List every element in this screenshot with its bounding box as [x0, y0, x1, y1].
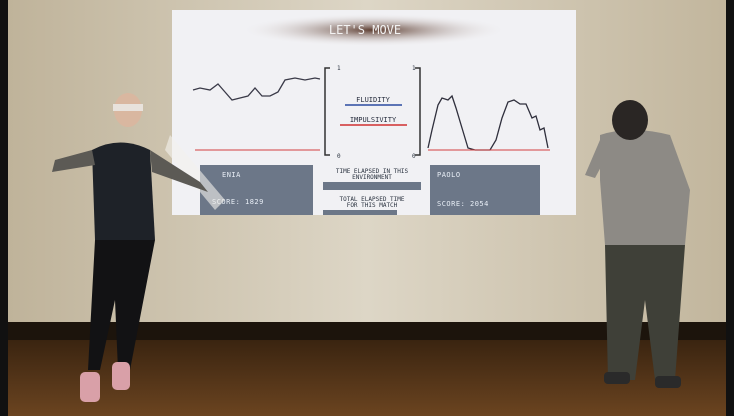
title: LET'S MOVE	[329, 23, 401, 37]
blindfold	[113, 104, 143, 111]
timer-label: ENVIRONMENT	[352, 174, 392, 181]
timer-label: FOR THIS MATCH	[347, 202, 398, 209]
shoe	[80, 372, 100, 402]
title-band	[244, 14, 504, 46]
arm	[585, 140, 610, 178]
shoe	[604, 372, 630, 384]
trousers	[605, 245, 685, 380]
meter-max: 1	[412, 65, 416, 72]
meter-min: 0	[412, 153, 416, 160]
player-panel	[200, 165, 313, 215]
player-panel	[430, 165, 540, 215]
quality-label: IMPULSIVITY	[350, 116, 397, 124]
arm	[52, 150, 95, 172]
left-graph	[192, 77, 321, 101]
timer-bar	[323, 182, 421, 190]
bracket	[415, 67, 421, 156]
timer-bar	[323, 210, 397, 215]
player-name: ENIA	[222, 171, 241, 179]
dancer-right	[585, 100, 690, 388]
player-score: SCORE: 1829	[212, 198, 264, 206]
jacket	[92, 142, 155, 240]
player-score: SCORE: 2054	[437, 200, 489, 208]
bracket	[324, 67, 330, 156]
shoe	[112, 362, 130, 390]
right-graph	[427, 94, 549, 151]
meter-max: 1	[337, 65, 341, 72]
meter-min: 0	[337, 153, 341, 160]
player-name: PAOLO	[437, 171, 461, 179]
shoe	[655, 376, 681, 388]
quality-label: FLUIDITY	[356, 96, 391, 104]
legs	[88, 240, 155, 370]
baseboard	[8, 322, 726, 340]
motion-blur	[165, 135, 225, 210]
timer-label: TOTAL ELAPSED TIME	[339, 196, 404, 203]
dancer-left	[52, 93, 225, 402]
timer-label: TIME ELAPSED IN THIS	[336, 168, 409, 175]
arm	[150, 150, 208, 192]
head	[612, 100, 648, 140]
hoodie	[600, 130, 690, 245]
projection: LET'S MOVE 1 0 1 0 FLUIDITY IMPULSIVITY …	[172, 10, 576, 215]
